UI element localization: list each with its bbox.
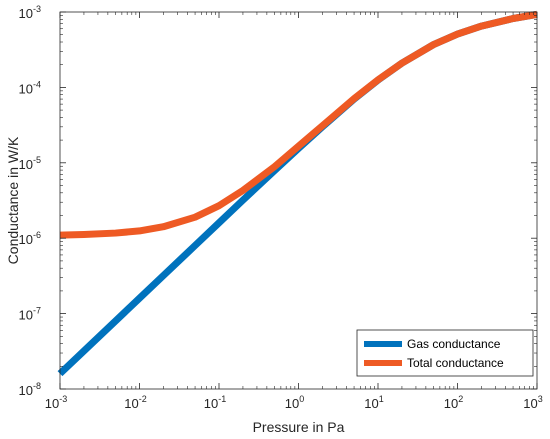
y-tick-label: 10-5	[19, 155, 41, 172]
x-tick-label: 10-3	[45, 394, 67, 411]
series-group	[57, 10, 538, 377]
y-tick-label: 10-8	[19, 381, 41, 398]
series-line-total-conductance	[59, 10, 538, 239]
legend: Gas conductance Total conductance	[356, 329, 534, 377]
x-axis-ticks: 10-3 10-2 10-1 100 101 102 103	[45, 12, 543, 411]
legend-box	[356, 329, 534, 377]
y-tick-label: 10-7	[19, 306, 41, 323]
x-axis-label: Pressure in Pa	[253, 419, 345, 435]
plot-frame-background	[60, 12, 537, 389]
y-axis-ticks: 10-8 10-7 10-6 10-5 10-4 10-3	[19, 4, 537, 398]
legend-label-gas-conductance: Gas conductance	[407, 337, 501, 351]
y-axis-label: Conductance in W/K	[5, 136, 21, 264]
y-tick-label: 10-4	[19, 79, 41, 96]
x-tick-label: 10-1	[204, 394, 226, 411]
x-tick-label: 103	[523, 394, 542, 411]
y-tick-label: 10-6	[19, 230, 41, 247]
x-tick-label: 102	[444, 394, 463, 411]
x-tick-label: 10-2	[124, 394, 146, 411]
legend-label-total-conductance: Total conductance	[407, 356, 504, 370]
x-tick-label: 101	[364, 394, 383, 411]
y-tick-label: 10-3	[19, 4, 41, 21]
x-tick-label: 100	[285, 394, 304, 411]
plot-area: 10-3 10-2 10-1 100 101 102 103 10-810-710-610-…	[19, 4, 543, 411]
